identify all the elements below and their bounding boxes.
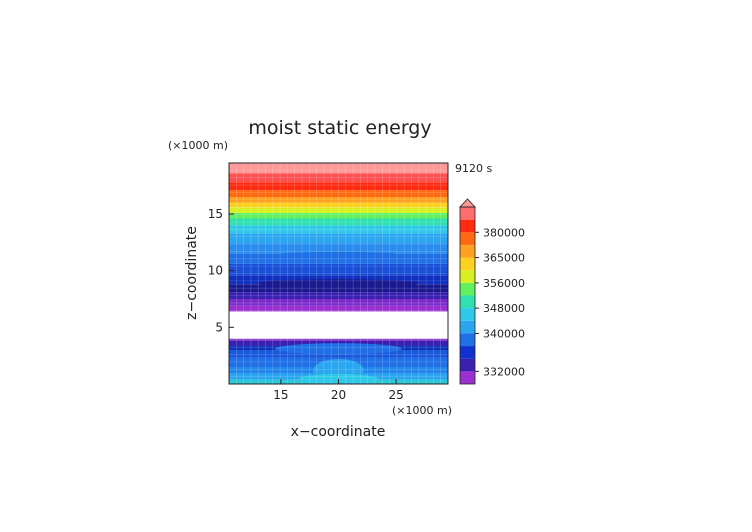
y-tick-label-2: 15	[208, 207, 223, 221]
y-axis-label: z−coordinate	[184, 226, 200, 320]
contour-band-16	[229, 233, 448, 244]
y-axis-unit: (×1000 m)	[168, 139, 228, 152]
colorbar-segment-1	[460, 358, 475, 372]
contour-band-6	[229, 340, 448, 346]
contour-band-24	[229, 182, 448, 191]
contour-band-25	[229, 173, 448, 183]
contour-blob-4	[257, 279, 420, 288]
colorbar-segment-13	[460, 207, 475, 220]
colorbar-segment-8	[460, 270, 475, 283]
contour-band-9	[229, 299, 448, 306]
colorbar-segment-9	[460, 257, 475, 271]
colorbar-label-1: 340000	[483, 327, 525, 340]
plot-area	[229, 163, 448, 384]
contour-band-20	[229, 207, 448, 213]
contour-blob-1	[298, 373, 379, 384]
contour-band-18	[229, 218, 448, 226]
contour-band-11	[229, 284, 448, 293]
y-tick-label-1: 10	[208, 264, 223, 278]
x-axis-label: x−coordinate	[291, 424, 386, 440]
contour-band-15	[229, 243, 448, 254]
grid-lines	[229, 163, 448, 384]
contour-band-13	[229, 263, 448, 276]
y-tick-label-0: 5	[215, 320, 223, 334]
colorbar-label-0: 332000	[483, 365, 525, 378]
colorbar-frame	[459, 206, 476, 385]
colorbar-segment-5	[460, 308, 475, 321]
time-label: 9120 s	[455, 162, 492, 175]
x-tick-label-0: 15	[273, 388, 288, 402]
colorbar-segment-2	[460, 346, 475, 359]
colorbar-segment-0	[460, 371, 475, 384]
contour-band-19	[229, 212, 448, 219]
contour-band-7	[229, 338, 448, 341]
contour-band-8	[229, 305, 448, 312]
x-tick-label-1: 20	[331, 388, 346, 402]
colorbar-segment-12	[460, 219, 475, 233]
contour-band-17	[229, 225, 448, 234]
x-axis-ticks: 15 20 25	[273, 379, 404, 402]
colorbar-segment-7	[460, 282, 475, 296]
colorbar-label-4: 365000	[483, 252, 525, 265]
contour-band-23	[229, 190, 448, 197]
colorbar-segment-10	[460, 244, 475, 258]
x-axis-unit: (×1000 m)	[392, 404, 452, 417]
colorbar	[459, 198, 476, 385]
contour-band-21	[229, 202, 448, 208]
contour-blob-3	[269, 251, 408, 260]
colorbar-segment-3	[460, 333, 475, 347]
contour-band-26	[229, 163, 448, 174]
colorbar-segment-6	[460, 295, 475, 309]
colorbar-label-5: 380000	[483, 226, 525, 239]
chart-title: moist static energy	[248, 117, 431, 139]
colorbar-label-2: 348000	[483, 302, 525, 315]
contour-blob-2	[275, 343, 402, 355]
y-axis-ticks: 5 10 15	[208, 207, 234, 334]
missing-data-gap	[229, 311, 448, 339]
colorbar-segment-4	[460, 320, 475, 334]
colorbar-segment-11	[460, 232, 475, 245]
contour-blobs	[257, 251, 420, 384]
colorbar-labels: 332000 340000 348000 356000 365000 380000	[475, 226, 525, 378]
colorbar-extend-arrow	[459, 198, 476, 208]
contour-band-10	[229, 292, 448, 299]
colorbar-label-3: 356000	[483, 277, 525, 290]
contour-band-22	[229, 197, 448, 203]
x-tick-label-2: 25	[388, 388, 403, 402]
